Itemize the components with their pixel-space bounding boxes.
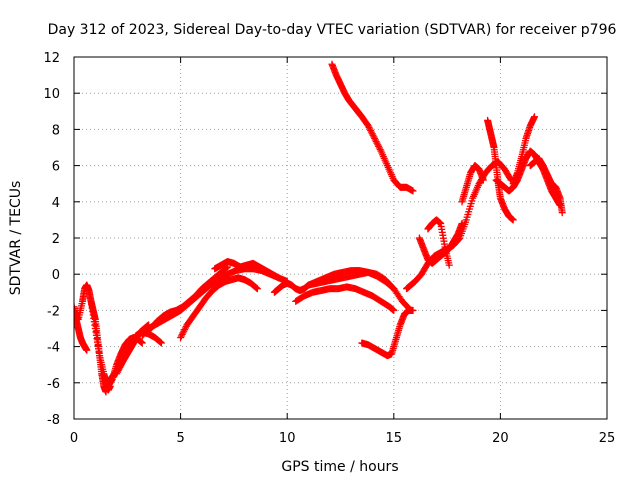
series-arc-b — [74, 303, 91, 354]
data-point — [531, 113, 539, 121]
x-tick-label: 5 — [176, 431, 184, 446]
series-arc-x — [539, 165, 564, 209]
data-point — [371, 136, 379, 144]
y-tick-label: 8 — [52, 123, 60, 138]
data-point — [115, 365, 123, 373]
data-layer — [74, 60, 566, 396]
series-arc-s — [458, 162, 487, 206]
data-point — [389, 284, 397, 292]
series-arc-c — [87, 297, 110, 396]
data-point — [181, 326, 189, 334]
y-tick-label: 2 — [52, 232, 60, 247]
data-point — [114, 367, 122, 375]
data-point — [373, 139, 381, 147]
data-point — [118, 359, 126, 367]
data-point — [222, 264, 230, 272]
data-point — [74, 303, 78, 311]
data-point — [181, 324, 189, 332]
data-point — [372, 138, 380, 146]
y-tick-label: 10 — [43, 87, 60, 102]
series-arc-v — [509, 113, 539, 188]
y-tick-label: 6 — [52, 160, 60, 175]
data-point — [364, 122, 372, 130]
y-axis-label: SDTVAR / TECUs — [8, 181, 24, 296]
plot-frame — [73, 56, 608, 420]
y-tick-label: 4 — [52, 196, 60, 211]
grid-layer — [74, 57, 607, 419]
data-point — [390, 285, 398, 293]
x-axis-label: GPS time / hours — [281, 459, 398, 475]
data-point — [558, 209, 566, 217]
y-tick-label: -4 — [47, 341, 60, 356]
data-point — [117, 362, 125, 370]
data-point — [409, 187, 417, 195]
data-point — [102, 388, 110, 396]
chart-title: Day 312 of 2023, Sidereal Day-to-day VTE… — [48, 22, 617, 38]
data-point — [275, 274, 283, 282]
series-arc-j — [211, 258, 283, 282]
y-tick-label: 12 — [43, 51, 60, 66]
y-tick-label: -6 — [47, 377, 60, 392]
data-point — [367, 127, 375, 135]
data-point — [376, 146, 384, 154]
data-point — [370, 133, 378, 141]
data-point — [253, 285, 261, 293]
x-tick-label: 25 — [599, 431, 616, 446]
y-tick-label: -8 — [47, 413, 60, 428]
data-point — [390, 306, 398, 314]
data-point — [368, 130, 376, 138]
data-point — [445, 261, 453, 269]
data-point — [409, 306, 417, 314]
data-point — [479, 176, 487, 184]
data-point — [458, 220, 466, 228]
series-arc-l — [292, 283, 398, 314]
data-point — [177, 334, 185, 342]
data-point — [556, 201, 564, 209]
data-point — [157, 338, 165, 346]
data-point — [375, 144, 383, 152]
data-point — [365, 123, 373, 131]
data-point — [179, 329, 187, 337]
data-point — [177, 332, 185, 340]
data-point — [509, 216, 517, 224]
data-point — [116, 363, 124, 371]
series-arc-o — [358, 306, 417, 360]
y-tick-label: -2 — [47, 304, 60, 319]
series-arc-m — [305, 267, 398, 293]
data-point — [83, 346, 91, 354]
series-arc-h — [147, 263, 232, 332]
data-point — [367, 128, 375, 136]
x-tick-label: 10 — [279, 431, 296, 446]
x-tick-label: 15 — [386, 431, 403, 446]
data-point — [178, 330, 186, 338]
data-point — [156, 338, 164, 346]
data-point — [113, 370, 121, 378]
y-tick-label: 0 — [52, 268, 60, 283]
series-arc-n — [328, 60, 417, 195]
tick-layer: 0 5 10 15 20 25 -8 -6 -4 -2 0 2 4 6 8 10 12 — [43, 51, 615, 446]
data-point — [252, 283, 260, 291]
data-point — [157, 339, 165, 347]
data-point — [366, 125, 374, 133]
x-tick-label: 20 — [492, 431, 509, 446]
series-arc-t — [484, 116, 517, 224]
series-arc-i — [177, 274, 261, 342]
data-point — [369, 131, 377, 139]
data-point — [117, 360, 125, 368]
data-point — [138, 339, 146, 347]
data-point — [371, 134, 379, 142]
data-point — [180, 327, 188, 335]
data-point — [374, 141, 382, 149]
x-tick-label: 0 — [70, 431, 78, 446]
data-point — [375, 142, 383, 150]
series-arc-r — [424, 216, 453, 269]
data-point — [253, 284, 261, 292]
data-point — [113, 368, 121, 376]
